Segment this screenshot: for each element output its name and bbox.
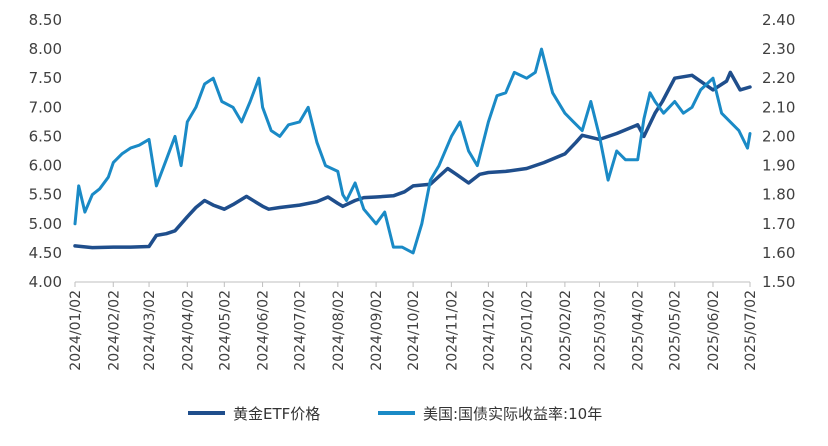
x-tick-label: 2024/05/02 (217, 290, 233, 371)
x-tick-label: 2025/03/02 (592, 290, 608, 371)
y-left-tick-label: 7.50 (29, 69, 62, 87)
y-right-tick-label: 1.50 (762, 273, 795, 291)
y-right-tick-label: 1.90 (762, 157, 795, 175)
y-right-tick-label: 1.80 (762, 186, 795, 204)
x-tick-label: 2025/07/02 (743, 290, 759, 371)
x-tick-label: 2024/11/02 (444, 290, 460, 371)
x-tick-label: 2024/08/02 (331, 290, 347, 371)
y-left-tick-label: 5.00 (29, 215, 62, 233)
x-tick-label: 2024/10/02 (406, 290, 422, 371)
x-axis: 2024/01/02 2024/02/02 2024/03/02 2024/04/02… (68, 282, 759, 371)
x-tick-label: 2024/04/02 (180, 290, 196, 371)
x-tick-label: 2024/02/02 (106, 290, 122, 371)
legend: 黄金ETF价格 美国:国债实际收益率:10年 (188, 405, 602, 423)
series-line-gold-etf (73, 70, 752, 250)
x-tick-label: 2025/01/02 (520, 290, 536, 371)
y-left-tick-label: 8.50 (29, 11, 62, 29)
y-left-tick-label: 6.00 (29, 157, 62, 175)
y-right-tick-label: 2.00 (762, 127, 795, 145)
x-tick-label: 2024/07/02 (293, 290, 309, 371)
y-right-tick-label: 1.70 (762, 215, 795, 233)
y-right-tick-label: 2.10 (762, 98, 795, 116)
series-line-real-yield (73, 47, 752, 255)
y-left-tick-label: 5.50 (29, 186, 62, 204)
x-tick-label: 2024/12/02 (481, 290, 497, 371)
x-tick-label: 2024/09/02 (369, 290, 385, 371)
x-tick-label: 2024/01/02 (68, 290, 84, 371)
legend-label: 黄金ETF价格 (233, 405, 320, 423)
y-left-tick-label: 7.00 (29, 98, 62, 116)
y-left-tick-label: 4.50 (29, 244, 62, 262)
y-left-axis: 4.00 4.50 5.00 5.50 6.00 6.50 7.00 7.50 8.00 8.50 (29, 11, 62, 291)
x-tick-label: 2025/06/02 (706, 290, 722, 371)
x-tick-label: 2024/06/02 (256, 290, 272, 371)
y-right-axis: 1.50 1.60 1.70 1.80 1.90 2.00 2.10 2.20 2.30 2.40 (762, 11, 795, 291)
x-tick-label: 2025/04/02 (631, 290, 647, 371)
y-right-tick-label: 2.20 (762, 69, 795, 87)
x-tick-label: 2025/02/02 (558, 290, 574, 371)
y-left-tick-label: 6.50 (29, 127, 62, 145)
series-group (73, 47, 752, 255)
legend-label: 美国:国债实际收益率:10年 (423, 405, 602, 423)
y-right-tick-label: 2.30 (762, 40, 795, 58)
y-left-tick-label: 4.00 (29, 273, 62, 291)
y-right-tick-label: 1.60 (762, 244, 795, 262)
x-tick-label: 2024/03/02 (142, 290, 158, 371)
y-right-tick-label: 2.40 (762, 11, 795, 29)
y-left-tick-label: 8.00 (29, 40, 62, 58)
x-tick-label: 2025/05/02 (668, 290, 684, 371)
